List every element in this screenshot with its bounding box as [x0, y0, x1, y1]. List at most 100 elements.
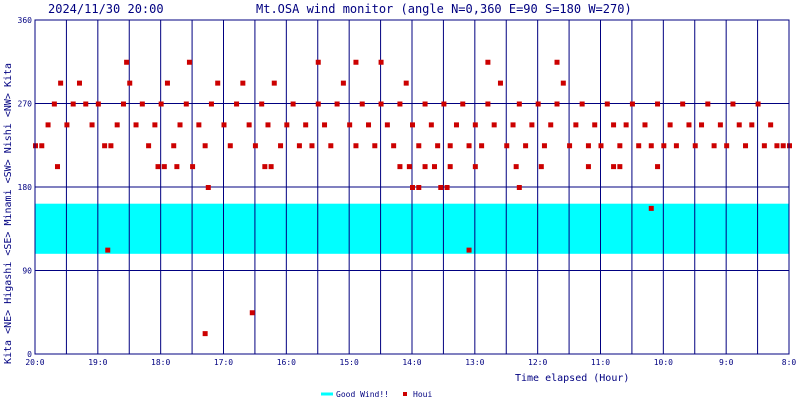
houi-point: [516, 185, 522, 190]
legend-houi-swatch: [403, 392, 407, 396]
houi-point: [692, 143, 698, 149]
houi-point: [45, 122, 51, 128]
x-tick-label: 19:0: [88, 358, 107, 367]
houi-point: [353, 59, 359, 65]
houi-point: [642, 122, 648, 128]
x-tick-label: 9:0: [719, 358, 734, 367]
x-tick-label: 11:0: [591, 358, 610, 367]
houi-point: [717, 122, 723, 128]
chart-title: Mt.OSA wind monitor (angle N=0,360 E=90 …: [256, 2, 632, 16]
houi-point: [186, 59, 192, 65]
houi-point: [164, 80, 170, 86]
houi-point: [215, 80, 221, 86]
x-tick-label: 13:0: [465, 358, 484, 367]
houi-point: [485, 59, 491, 65]
houi-point: [127, 80, 133, 86]
houi-point: [485, 101, 491, 107]
houi-point: [284, 122, 290, 128]
houi-point: [705, 101, 711, 107]
houi-point: [268, 164, 274, 170]
x-tick-label: 15:0: [340, 358, 359, 367]
houi-point: [416, 143, 422, 149]
houi-point: [686, 122, 692, 128]
houi-point: [202, 331, 208, 337]
houi-point: [76, 80, 82, 86]
houi-point: [472, 164, 478, 170]
houi-point: [296, 143, 302, 149]
houi-point: [598, 143, 604, 149]
houi-point: [447, 143, 453, 149]
houi-point: [384, 122, 390, 128]
houi-point: [535, 101, 541, 107]
houi-point: [617, 143, 623, 149]
houi-point: [58, 80, 64, 86]
houi-point: [617, 164, 623, 170]
houi-point: [190, 164, 196, 170]
houi-point: [541, 143, 547, 149]
houi-point: [54, 164, 60, 170]
houi-point: [453, 122, 459, 128]
houi-point: [403, 80, 409, 86]
houi-point: [39, 143, 45, 149]
houi-point: [497, 80, 503, 86]
houi-point: [636, 143, 642, 149]
houi-point: [146, 143, 152, 149]
houi-point: [171, 143, 177, 149]
houi-point: [378, 59, 384, 65]
houi-point: [680, 101, 686, 107]
houi-point: [221, 122, 227, 128]
houi-point: [431, 164, 437, 170]
houi-point: [585, 143, 591, 149]
legend-good-wind-label: Good Wind!!: [336, 390, 389, 399]
houi-point: [410, 122, 415, 128]
y-tick-label: 360: [18, 16, 33, 25]
houi-point: [196, 122, 202, 128]
houi-point: [460, 101, 466, 107]
houi-point: [51, 101, 57, 107]
houi-point: [70, 101, 76, 107]
houi-point: [208, 101, 214, 107]
houi-point: [262, 164, 268, 170]
houi-point: [340, 80, 346, 86]
houi-point: [174, 164, 180, 170]
houi-point: [328, 143, 334, 149]
houi-point: [183, 101, 189, 107]
houi-point: [655, 101, 661, 107]
houi-point: [124, 59, 130, 65]
houi-point: [699, 122, 705, 128]
houi-point: [366, 122, 372, 128]
houi-point: [567, 143, 573, 149]
houi-point: [479, 143, 485, 149]
houi-point: [592, 122, 598, 128]
x-tick-label: 14:0: [402, 358, 421, 367]
houi-point: [161, 164, 167, 170]
houi-point: [120, 101, 126, 107]
houi-point: [711, 143, 717, 149]
x-tick-label: 17:0: [214, 358, 233, 367]
houi-point: [780, 143, 786, 149]
houi-point: [108, 143, 114, 149]
x-tick-label: 12:0: [528, 358, 547, 367]
x-tick-label: 10:0: [654, 358, 673, 367]
houi-point: [579, 101, 585, 107]
houi-point: [422, 164, 428, 170]
x-tick-label: 8:0: [782, 358, 797, 367]
houi-point: [755, 101, 761, 107]
y-tick-label: 90: [22, 267, 32, 276]
houi-point: [504, 143, 510, 149]
houi-point: [249, 310, 255, 316]
houi-point: [309, 143, 315, 149]
houi-point: [435, 143, 441, 149]
houi-point: [315, 101, 321, 107]
houi-point: [438, 185, 444, 190]
houi-point: [560, 80, 566, 86]
houi-point: [378, 101, 384, 107]
houi-point: [202, 143, 208, 149]
houi-point: [391, 143, 397, 149]
houi-series: [33, 59, 792, 337]
houi-point: [152, 122, 158, 128]
houi-point: [573, 122, 579, 128]
houi-point: [447, 164, 453, 170]
chart-timestamp: 2024/11/30 20:00: [48, 2, 164, 16]
houi-point: [724, 143, 730, 149]
